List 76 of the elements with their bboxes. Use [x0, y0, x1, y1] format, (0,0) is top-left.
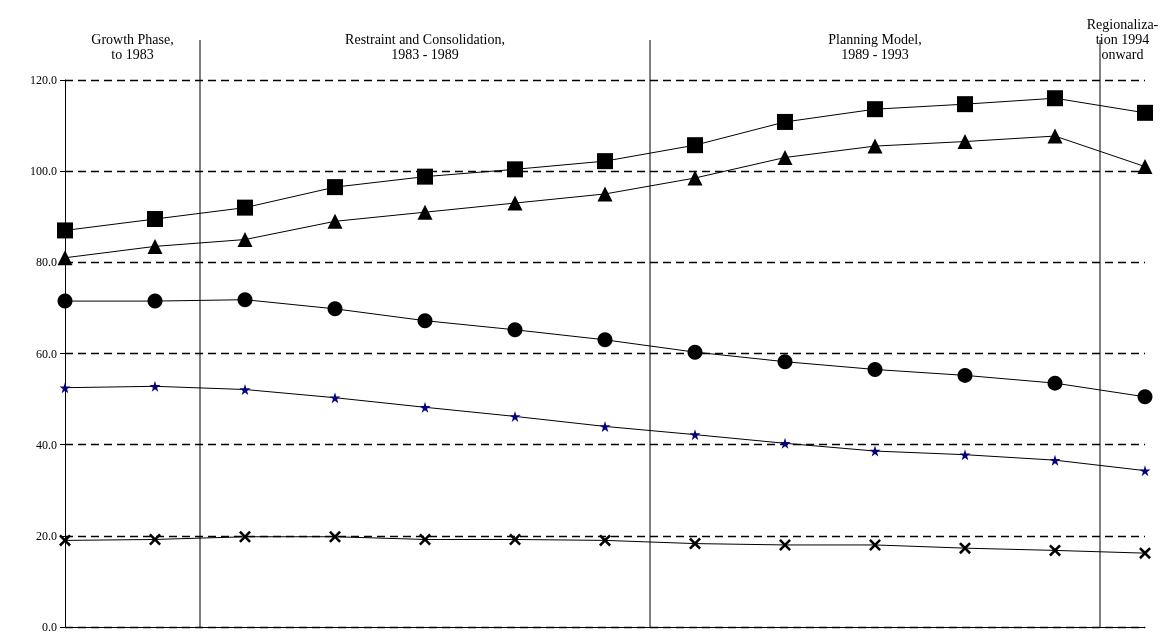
point [57, 250, 73, 266]
point [419, 533, 431, 546]
point [147, 211, 163, 228]
point [597, 153, 613, 170]
point [509, 410, 521, 422]
point [1139, 547, 1151, 560]
point [149, 533, 161, 546]
point [597, 332, 613, 348]
point [687, 344, 703, 360]
point [777, 149, 793, 165]
point [869, 538, 881, 551]
text: Regionaliza- tion 1994 onward [1086, 17, 1159, 62]
point [57, 222, 73, 239]
y-tick-label: 100.0 [30, 164, 57, 179]
point [1049, 544, 1061, 557]
point [687, 170, 703, 186]
point [869, 445, 881, 457]
y-tick-label: 20.0 [36, 528, 57, 543]
point [957, 367, 973, 383]
point [509, 533, 521, 546]
y-tick-label: 40.0 [36, 437, 57, 452]
point [59, 534, 71, 547]
point [237, 232, 253, 248]
point [867, 138, 883, 154]
point [1137, 104, 1153, 121]
point [327, 301, 343, 317]
point [147, 238, 163, 254]
point [237, 199, 253, 216]
point [689, 537, 701, 550]
y-tick-label: 80.0 [36, 255, 57, 270]
y-tick-label: 0.0 [42, 620, 57, 634]
point [957, 96, 973, 113]
point [419, 401, 431, 413]
text: Growth Phase, to 1983 [91, 32, 174, 62]
point [1049, 454, 1061, 466]
point [1047, 375, 1063, 391]
point [327, 213, 343, 229]
point [957, 134, 973, 150]
point [147, 293, 163, 309]
point [599, 534, 611, 547]
point [239, 384, 251, 396]
point [507, 195, 523, 211]
point [507, 322, 523, 338]
point [417, 168, 433, 185]
y-tick-label: 60.0 [36, 346, 57, 361]
point [329, 392, 341, 404]
point [599, 420, 611, 432]
point [687, 137, 703, 154]
point [149, 380, 161, 392]
point [1139, 465, 1151, 477]
point [1137, 389, 1153, 405]
point [867, 101, 883, 118]
point [779, 538, 791, 551]
point [239, 530, 251, 543]
point [59, 382, 71, 394]
point [959, 449, 971, 461]
point [237, 292, 253, 308]
point [327, 179, 343, 196]
point [1047, 128, 1063, 144]
point [57, 293, 73, 309]
point [417, 204, 433, 220]
point [779, 437, 791, 449]
y-tick-label: 120.0 [30, 73, 57, 87]
point [1047, 90, 1063, 107]
point [867, 361, 883, 377]
text: Restraint and Consolidation, 1983 - 1989 [345, 32, 505, 62]
point [1137, 159, 1153, 175]
point [597, 186, 613, 202]
point [507, 161, 523, 178]
point [777, 354, 793, 370]
point [329, 530, 341, 543]
point [777, 113, 793, 130]
text: Planning Model, 1989 - 1993 [828, 32, 922, 62]
point [689, 429, 701, 441]
point [417, 313, 433, 329]
point [959, 542, 971, 555]
